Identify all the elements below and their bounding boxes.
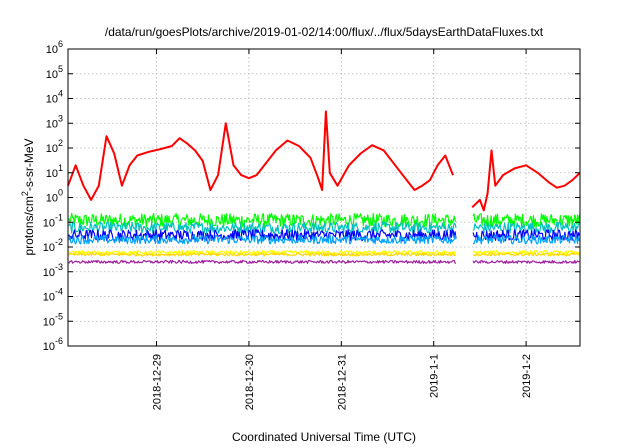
- x-tick-label: 2019-1-2: [521, 354, 533, 398]
- x-tick-label: 2018-12-30: [244, 354, 256, 410]
- y-tick-label: 104: [46, 89, 63, 106]
- series-line-red: [67, 110, 581, 212]
- series-line-band-0: [68, 212, 580, 228]
- y-tick-label: 10-4: [43, 287, 63, 304]
- y-tick-label: 101: [46, 163, 63, 180]
- y-tick-label: 10-1: [43, 212, 63, 229]
- x-axis-ticks: 2018-12-29 2018-12-30 2018-12-31 2019-1-1 20…: [152, 49, 533, 410]
- y-axis-ticks: 10-6 10-5 10-4 10-3 10-2 10-1 100 101 102 103 104 1…: [43, 39, 580, 353]
- series-line-band-6: [68, 259, 580, 264]
- y-tick-label: 10-3: [43, 262, 63, 279]
- y-tick-label: 100: [46, 188, 63, 205]
- y-tick-label: 106: [46, 39, 63, 56]
- y-tick-label: 102: [46, 138, 63, 155]
- x-tick-label: 2019-1-1: [429, 354, 441, 398]
- y-tick-label: 10-5: [43, 311, 63, 328]
- x-tick-label: 2018-12-29: [152, 354, 164, 410]
- y-tick-label: 10-6: [43, 336, 63, 353]
- grid-lines: [68, 49, 580, 346]
- y-tick-label: 105: [46, 64, 63, 81]
- series-group: [67, 110, 581, 264]
- y-tick-label: 10-2: [43, 237, 63, 254]
- y-tick-label: 103: [46, 113, 63, 130]
- chart-title: /data/run/goesPlots/archive/2019-01-02/1…: [105, 25, 544, 39]
- y-axis-label: protons/cm2-s-sr-MeV: [20, 138, 36, 255]
- series-line-band-3: [68, 234, 580, 245]
- x-tick-label: 2018-12-31: [336, 354, 348, 410]
- x-axis-label: Coordinated Universal Time (UTC): [232, 430, 416, 444]
- series-line-band-2: [68, 229, 580, 242]
- series-line-band-5: [68, 252, 580, 257]
